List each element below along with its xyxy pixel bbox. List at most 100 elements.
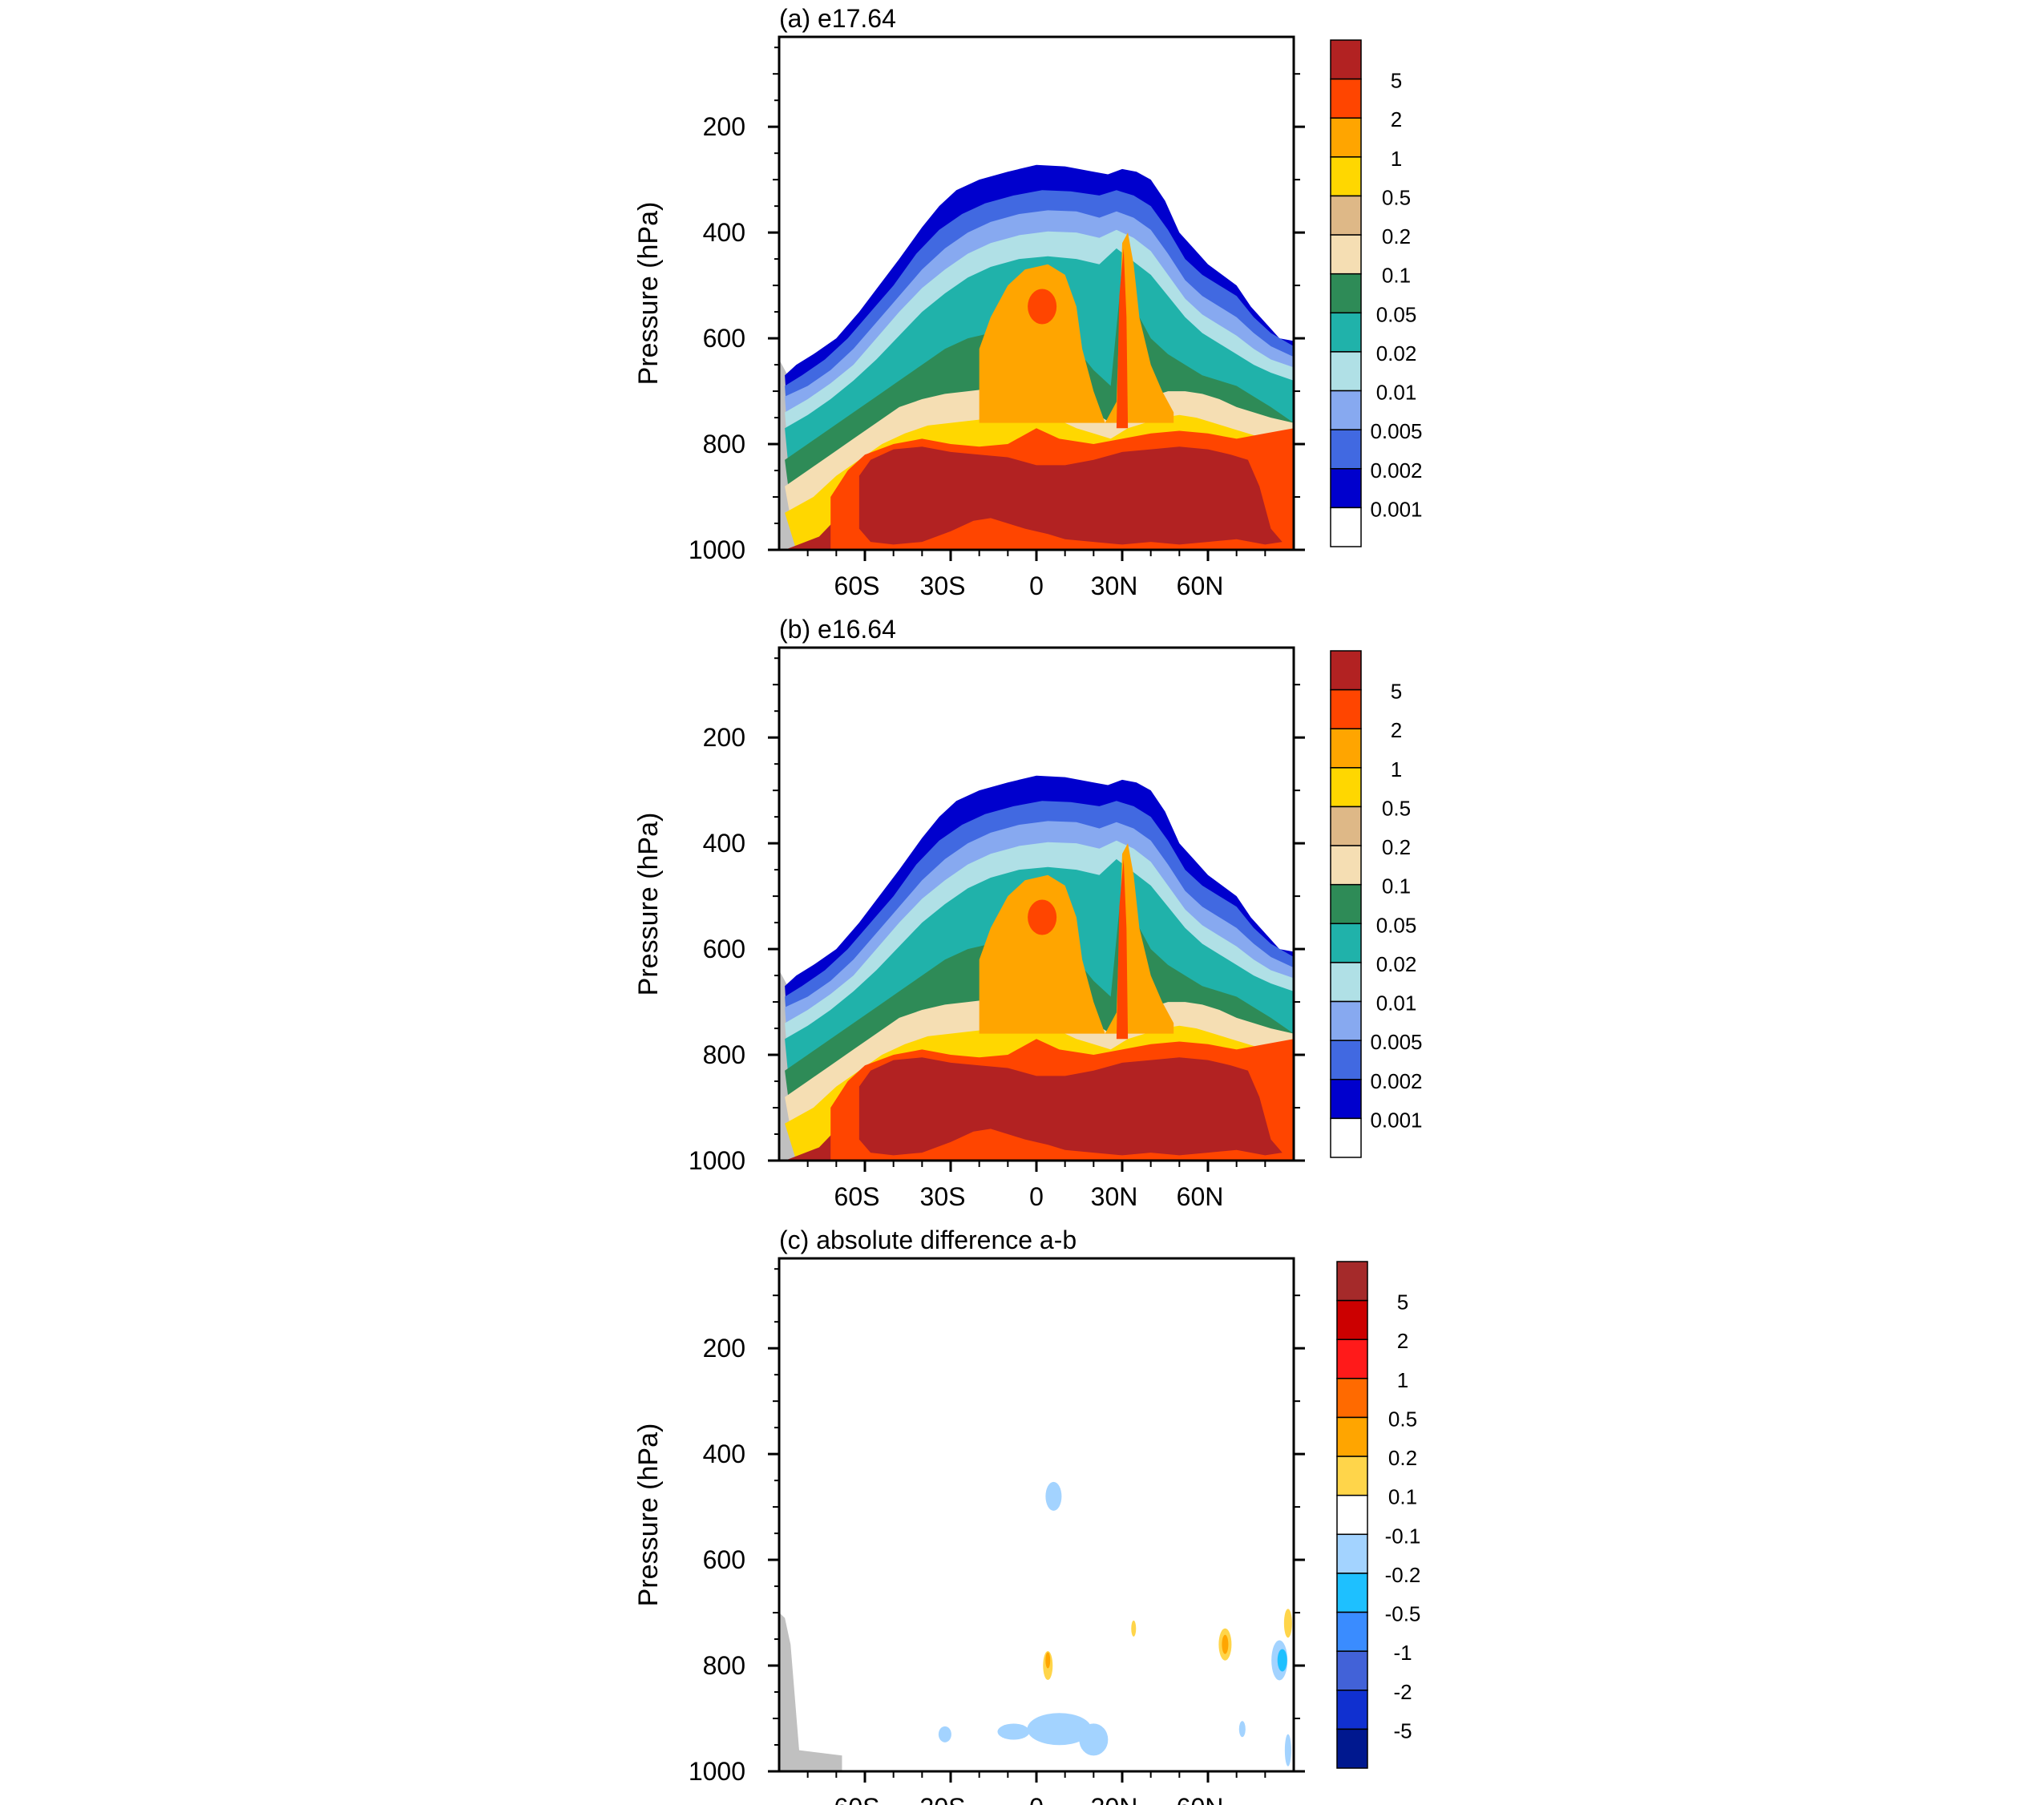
colorbar-label: 0.02	[1376, 341, 1417, 365]
y-tick-label: 400	[703, 1440, 745, 1468]
colorbar-label: 0.05	[1376, 302, 1417, 326]
y-tick-label: 600	[703, 1545, 745, 1574]
contour-band-0.2	[1045, 1652, 1051, 1669]
colorbar-label: 0.1	[1382, 874, 1411, 898]
colorbar-box	[1330, 650, 1362, 691]
colorbar-box	[1336, 1650, 1368, 1691]
x-tick-label: 60N	[1177, 571, 1224, 600]
colorbar-label: 5	[1391, 69, 1402, 93]
colorbar-box	[1330, 728, 1362, 769]
colorbar-box	[1330, 351, 1362, 392]
panel-b-ylabel: Pressure (hPa)	[633, 813, 664, 996]
panel-a-ylabel: Pressure (hPa)	[633, 202, 664, 386]
contour-band--0.2	[1045, 1481, 1062, 1511]
contour-band-2	[1028, 289, 1057, 325]
colorbar-label: 0.5	[1382, 796, 1411, 820]
colorbar-label: 0.05	[1376, 913, 1417, 937]
colorbar-box	[1330, 390, 1362, 430]
x-tick-label: 30S	[920, 1182, 966, 1211]
panel-a: (a) e17.64 Pressure (hPa) 20040060080010…	[633, 4, 1423, 600]
colorbar-label: 0.02	[1376, 952, 1417, 976]
panel-b-title: (b) e16.64	[779, 615, 896, 644]
colorbar-label: 0.002	[1370, 1069, 1422, 1093]
x-tick-label: 30N	[1091, 1182, 1138, 1211]
terrain-mask	[779, 1613, 842, 1771]
panel-c-field	[779, 1481, 1292, 1771]
y-tick-label: 200	[703, 112, 745, 141]
colorbar-label: 1	[1391, 757, 1402, 781]
panel-c-frame	[778, 1257, 1295, 1773]
contour-band-2	[1116, 248, 1129, 429]
x-tick-label: 60S	[834, 571, 880, 600]
colorbar-box	[1330, 468, 1362, 509]
contour-band--0.2	[1079, 1723, 1109, 1756]
colorbar-label: 0.2	[1382, 835, 1411, 859]
panel-b-y-axis: 200 400 600 800 1000	[689, 657, 1305, 1175]
panel-c-title: (c) absolute difference a-b	[779, 1226, 1077, 1254]
colorbar-box	[1330, 845, 1362, 886]
contour-band-5	[858, 1057, 1283, 1156]
colorbar-box	[1330, 195, 1362, 236]
colorbar-box	[1330, 883, 1362, 925]
colorbar-label: 2	[1391, 107, 1402, 131]
colorbar-box	[1330, 1040, 1362, 1080]
colorbar-label: 2	[1397, 1329, 1408, 1353]
colorbar-label: 0.005	[1370, 1030, 1422, 1054]
colorbar-label: -2	[1393, 1680, 1412, 1704]
x-tick-label: 30S	[920, 1793, 966, 1805]
x-tick-label: 0	[1029, 1182, 1044, 1211]
colorbar-box	[1336, 1611, 1368, 1652]
colorbar-box	[1336, 1261, 1368, 1302]
x-tick-label: 60N	[1177, 1182, 1224, 1211]
colorbar-label: -5	[1393, 1718, 1412, 1742]
colorbar-label: -0.5	[1385, 1602, 1421, 1626]
panel-a-y-axis: 200 400 600 800 1000	[689, 46, 1305, 564]
contour-band--0.5	[1277, 1649, 1287, 1672]
colorbar-box	[1330, 1079, 1362, 1120]
colorbar-label: 0.2	[1388, 1446, 1417, 1470]
colorbar-box	[1330, 273, 1362, 314]
colorbar-box	[1330, 39, 1362, 80]
colorbar-box	[1330, 507, 1362, 547]
contour-band-2	[1116, 858, 1129, 1040]
contour-band--0.2	[997, 1723, 1030, 1740]
y-tick-label: 800	[703, 430, 745, 458]
contour-band-0.1	[1283, 1609, 1292, 1638]
colorbar-label: 0.1	[1382, 264, 1411, 288]
colorbar-label: -1	[1393, 1641, 1412, 1665]
x-tick-label: 0	[1029, 571, 1044, 600]
colorbar-label: 5	[1391, 680, 1402, 704]
colorbar-box	[1330, 1000, 1362, 1041]
colorbar-label: 0.2	[1382, 224, 1411, 248]
y-tick-label: 800	[703, 1651, 745, 1680]
x-tick-label: 60N	[1177, 1793, 1224, 1805]
y-tick-label: 1000	[689, 535, 745, 564]
contour-band--0.2	[938, 1726, 951, 1742]
y-tick-label: 1000	[689, 1146, 745, 1175]
colorbar-label: 1	[1397, 1368, 1408, 1392]
y-tick-label: 1000	[689, 1757, 745, 1786]
colorbar-box	[1336, 1573, 1368, 1613]
colorbar-label: -0.2	[1385, 1563, 1421, 1587]
y-tick-label: 600	[703, 935, 745, 963]
colorbar-box	[1336, 1378, 1368, 1419]
colorbar-label: 0.1	[1388, 1485, 1417, 1509]
y-tick-label: 400	[703, 218, 745, 247]
x-tick-label: 30N	[1091, 571, 1138, 600]
colorbar-box	[1330, 312, 1362, 353]
panel-c-ylabel: Pressure (hPa)	[633, 1423, 664, 1607]
contour-band-2	[1028, 899, 1057, 935]
colorbar-box	[1336, 1299, 1368, 1340]
panel-a-field	[779, 164, 1294, 550]
contour-band--0.2	[1284, 1734, 1291, 1767]
x-tick-label: 0	[1029, 1793, 1044, 1805]
colorbar-box	[1336, 1494, 1368, 1536]
panel-c-colorbar: 5 2 1 0.5 0.2 0.1 -0.1 -0.2 -0.5 -1 -2 -5	[1336, 1261, 1421, 1769]
panel-b-x-axis: 60S 30S 0 30N 60N	[806, 1161, 1266, 1211]
colorbar-box	[1336, 1416, 1368, 1457]
x-tick-label: 30S	[920, 571, 966, 600]
contour-band-0.2	[1222, 1634, 1229, 1654]
panel-b: (b) e16.64 Pressure (hPa) 20040060080010…	[633, 615, 1423, 1211]
colorbar-label: -0.1	[1385, 1524, 1421, 1548]
y-tick-label: 400	[703, 829, 745, 858]
